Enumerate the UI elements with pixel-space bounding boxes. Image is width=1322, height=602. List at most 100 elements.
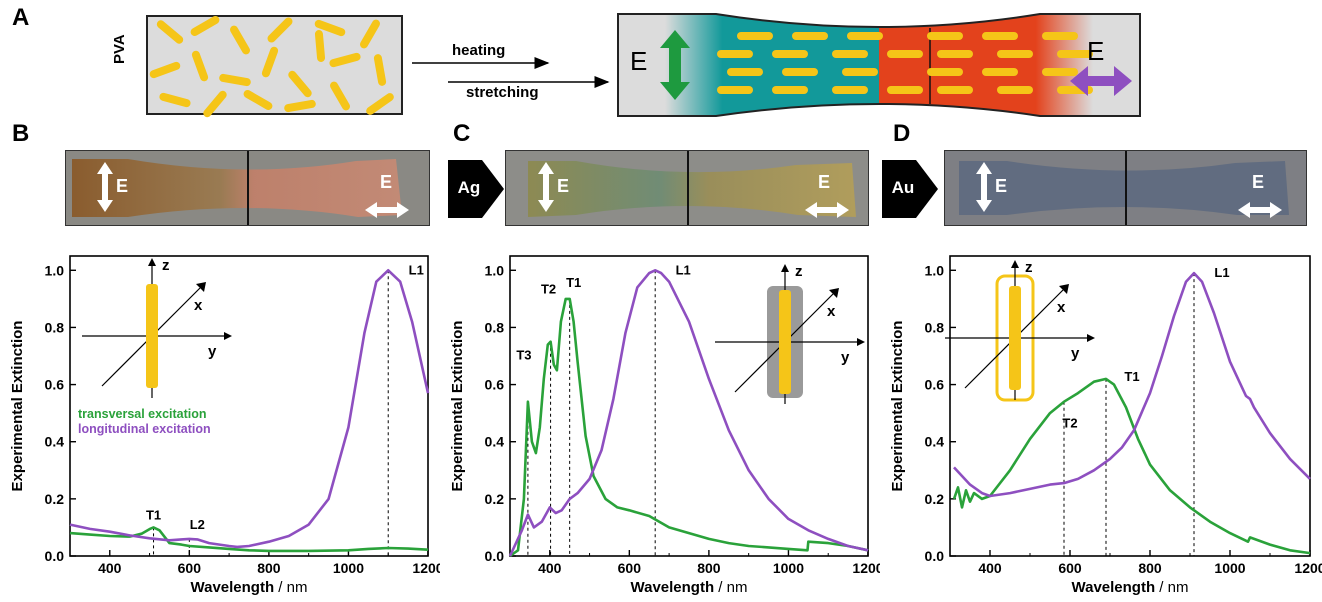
x-tick-label: 400	[98, 560, 122, 576]
vertical-field-arrow	[660, 30, 690, 100]
c-e-right: E	[818, 172, 831, 192]
x-tick-label: 1000	[333, 560, 364, 576]
inset-z-label: z	[1025, 259, 1033, 276]
heating-label: heating	[452, 42, 506, 59]
ag-arrow: Ag	[448, 160, 506, 218]
y-tick-label: 0.0	[45, 548, 65, 564]
nanorod-aligned	[1042, 32, 1078, 40]
inset-z-arrow-icon	[781, 264, 789, 272]
field-label-right: E	[1087, 36, 1105, 66]
inset-z-label: z	[795, 263, 803, 280]
nanorod-aligned	[982, 68, 1018, 76]
y-tick-label: 0.8	[45, 319, 65, 335]
y-tick-label: 1.0	[925, 262, 945, 278]
nanorod-aligned	[1057, 50, 1093, 58]
nanorod-aligned	[792, 32, 828, 40]
horizontal-field-arrow	[1070, 66, 1132, 96]
nanorod-aligned	[717, 86, 753, 94]
photo-field-arrows	[97, 162, 1282, 218]
plot-frame	[509, 255, 869, 557]
x-tick-label: 1200	[852, 560, 880, 576]
nanorod-aligned	[927, 32, 963, 40]
x-tick-label: 800	[257, 560, 281, 576]
panel-letter-b: B	[12, 120, 30, 147]
series-longitudinal	[69, 269, 430, 549]
nanorod-icon	[779, 290, 791, 394]
inset-z-label: z	[162, 257, 170, 274]
nanorod-random	[314, 30, 326, 62]
y-tick-label: 0.6	[45, 377, 65, 393]
peak-label: T3	[516, 348, 531, 363]
nanorod-aligned	[772, 50, 808, 58]
x-axis-label: Wavelength / nm	[1072, 579, 1189, 596]
nanorod-random	[284, 99, 316, 113]
nanorod-aligned	[842, 68, 878, 76]
d-vertical-arrow-icon	[976, 162, 992, 212]
nanorod-random	[288, 70, 312, 98]
nanorod-random	[159, 92, 191, 108]
y-tick-label: 0.0	[925, 548, 945, 564]
inset-x-label: x	[194, 297, 203, 314]
plot-frame	[69, 255, 429, 557]
y-tick-label: 1.0	[485, 262, 505, 278]
random-nanorods	[149, 16, 394, 118]
peak-label: L2	[190, 517, 205, 532]
y-tick-label: 0.6	[925, 377, 945, 393]
inset-x-label: x	[827, 303, 836, 320]
b-vertical-arrow-icon	[97, 162, 113, 212]
unstretched-film	[146, 15, 403, 115]
axes-inset: z x y	[715, 263, 865, 404]
y-tick-label: 0.2	[45, 491, 65, 507]
peak-label: T2	[541, 282, 556, 297]
nanorod-random	[330, 81, 350, 111]
nanorod-random	[156, 20, 184, 44]
au-arrow: Au	[882, 160, 940, 218]
series-transversal	[952, 377, 1311, 555]
inset-y-arrow-icon	[1087, 334, 1095, 342]
nanorod-aligned	[737, 32, 773, 40]
d-e-left: E	[995, 176, 1008, 196]
series-transversal	[69, 526, 429, 553]
y-tick-label: 0.8	[485, 319, 505, 335]
inset-y-label: y	[208, 343, 217, 360]
nanorod-aligned	[1042, 68, 1078, 76]
nanorod-random	[267, 17, 293, 43]
y-tick-label: 0.4	[45, 434, 65, 450]
x-tick-label: 1200	[412, 560, 440, 576]
nanorod-aligned	[782, 68, 818, 76]
x-tick-label: 1000	[1214, 560, 1245, 576]
c-vertical-arrow-icon	[538, 162, 554, 212]
nanorod-aligned	[772, 86, 808, 94]
nanorod-aligned	[717, 50, 753, 58]
x-tick-label: 600	[618, 560, 642, 576]
chart-b: 0.0 0.2 0.4 0.6 0.8 1.0 400 600 800 1000 1200 Wavel…	[9, 255, 440, 596]
peak-label: L1	[676, 262, 691, 277]
nanorod-random	[314, 19, 346, 37]
nanorod-aligned	[927, 68, 963, 76]
y-tick-label: 0.0	[485, 548, 505, 564]
c-e-left: E	[557, 176, 570, 196]
panel-letter-a: A	[12, 4, 30, 31]
nanorod-random	[230, 25, 250, 55]
series-longitudinal	[953, 271, 1311, 498]
x-tick-label: 1000	[773, 560, 804, 576]
x-tick-label: 800	[697, 560, 721, 576]
plot-frame	[949, 255, 1311, 557]
inset-x-arrow-icon	[829, 288, 839, 298]
panel-a-schematic	[146, 13, 1141, 118]
legend-transversal: transversal excitation	[78, 407, 207, 421]
axes-inset: z x y	[82, 257, 232, 398]
y-tick-label: 0.6	[485, 377, 505, 393]
y-tick-label: 0.4	[925, 434, 945, 450]
inset-x-arrow-icon	[1059, 284, 1069, 294]
stretched-film	[617, 13, 1141, 117]
panel-letter-c: C	[453, 120, 471, 147]
y-axis-label: Experimental Extinction	[889, 321, 906, 492]
peak-label: L1	[1214, 265, 1229, 280]
nanorod-random	[190, 16, 220, 36]
y-axis-label: Experimental Extinction	[449, 321, 466, 492]
nanorod-random	[203, 90, 227, 118]
inset-z-arrow-icon	[1011, 260, 1019, 268]
nanorod-aligned	[887, 86, 923, 94]
nanorod-icon	[146, 284, 158, 388]
